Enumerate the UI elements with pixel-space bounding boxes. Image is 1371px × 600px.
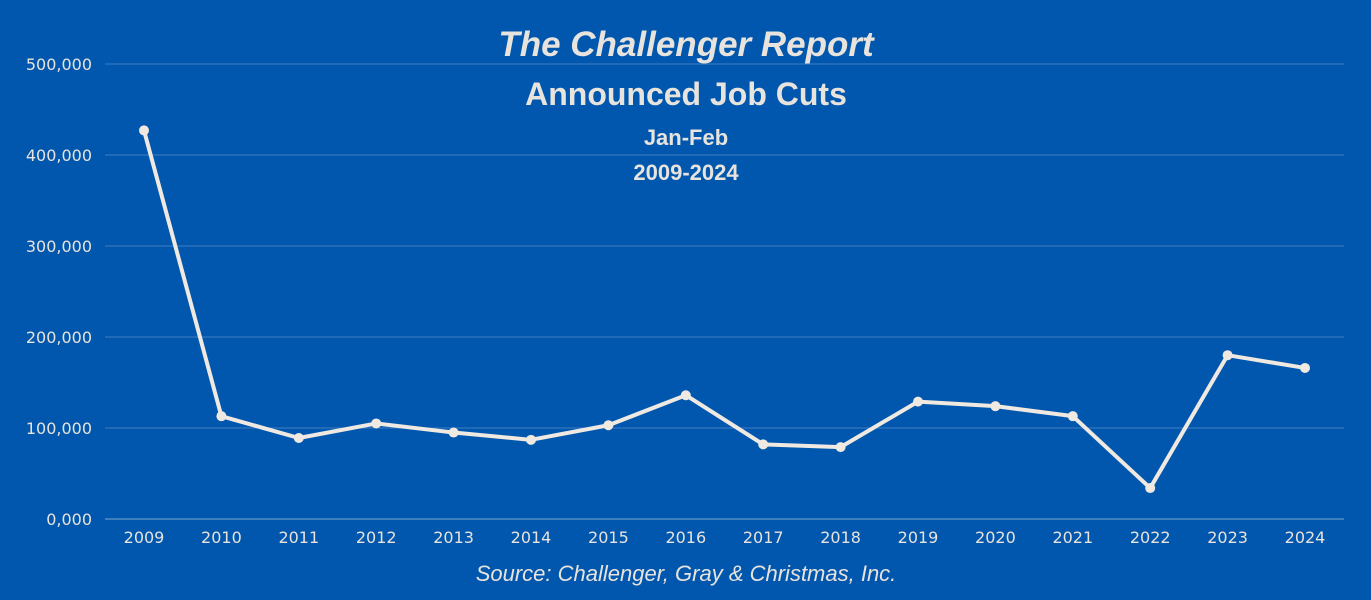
data-point <box>293 433 304 444</box>
data-point <box>835 442 846 453</box>
chart-title: The Challenger Report <box>498 25 875 64</box>
series-line <box>142 128 1307 491</box>
data-point <box>1300 362 1310 373</box>
chart-source: Source: Challenger, Gray & Christmas, In… <box>476 561 897 586</box>
x-tick-label: 2023 <box>1207 528 1248 547</box>
x-tick-label: 2015 <box>588 528 629 547</box>
chart-range-label: 2009-2024 <box>633 160 739 185</box>
data-point <box>448 427 459 438</box>
x-axis-tick-labels: 2009 2010 2011 2012 2013 2014 2015 2016 2017 2018… <box>124 528 1326 547</box>
series-layer <box>139 125 1310 494</box>
data-point <box>913 396 923 407</box>
x-tick-label: 2017 <box>743 528 784 547</box>
x-tick-label: 2014 <box>511 528 552 547</box>
data-point <box>1067 411 1078 422</box>
x-tick-label: 2016 <box>665 528 706 547</box>
data-point <box>139 125 149 136</box>
data-point <box>216 411 227 422</box>
data-point <box>603 420 614 431</box>
data-point <box>371 418 382 429</box>
x-tick-label: 2011 <box>278 528 319 547</box>
x-tick-label: 2021 <box>1052 528 1093 547</box>
x-tick-label: 2012 <box>356 528 397 547</box>
chart-subtitle: Announced Job Cuts <box>525 76 847 112</box>
data-point <box>1222 350 1233 361</box>
y-tick-label: 500,000 <box>26 55 92 74</box>
x-tick-label: 2013 <box>433 528 474 547</box>
y-tick-label: 400,000 <box>26 146 92 165</box>
y-tick-label: 300,000 <box>26 237 92 256</box>
data-point <box>1145 483 1156 494</box>
y-tick-label: 100,000 <box>26 419 92 438</box>
x-tick-label: 2009 <box>124 528 165 547</box>
data-point <box>680 390 691 401</box>
x-tick-label: 2024 <box>1285 528 1326 547</box>
x-tick-label: 2010 <box>201 528 242 547</box>
data-point <box>758 439 769 450</box>
y-tick-label: 200,000 <box>26 328 92 347</box>
x-tick-label: 2020 <box>975 528 1016 547</box>
gridlines <box>105 63 1344 520</box>
x-tick-label: 2018 <box>820 528 861 547</box>
chart-period: Jan-Feb <box>644 125 728 150</box>
data-point <box>526 434 536 445</box>
y-axis-tick-labels: 0,000 100,000 200,000 300,000 400,000 500,000 <box>26 55 92 529</box>
x-tick-label: 2019 <box>898 528 939 547</box>
data-point <box>990 401 1001 412</box>
y-tick-label: 0,000 <box>46 510 92 529</box>
x-tick-label: 2022 <box>1130 528 1171 547</box>
